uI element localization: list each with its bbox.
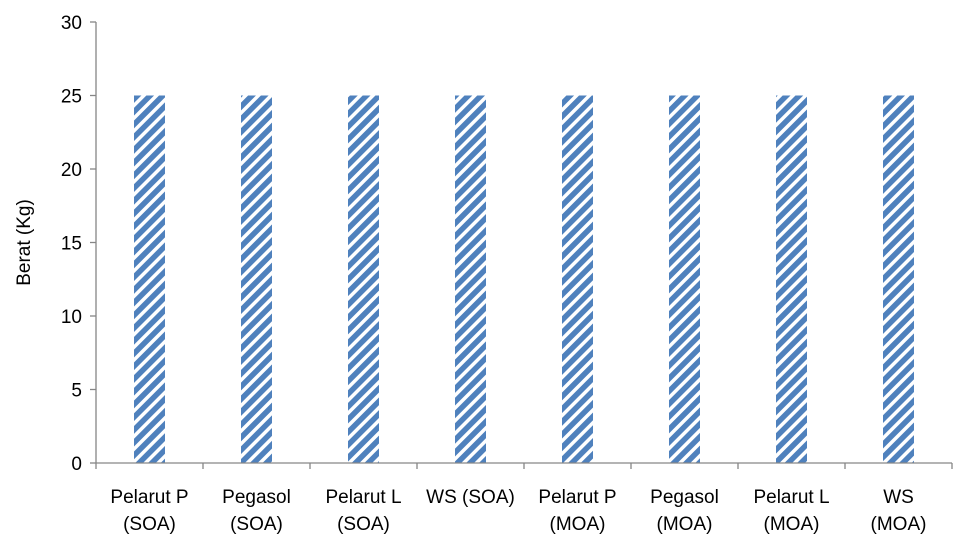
x-category-label: Pelarut L (MOA) <box>753 487 829 535</box>
x-category-label-line: Pelarut P <box>538 487 616 508</box>
x-category-label: WS (SOA) <box>426 487 515 508</box>
x-category-label-line: (MOA) <box>657 514 713 535</box>
x-category-label-line: (SOA) <box>123 514 176 535</box>
y-tick-label: 15 <box>61 234 82 255</box>
y-axis-tick-labels: 0 5 10 15 20 25 30 <box>61 13 82 475</box>
x-category-label-line: (MOA) <box>764 514 820 535</box>
bars <box>134 95 914 463</box>
y-tick-label: 20 <box>61 160 82 181</box>
y-axis-title: Berat (Kg) <box>14 199 35 286</box>
bar <box>776 95 807 463</box>
x-axis-category-labels: Pelarut P (SOA) Pegasol (SOA) Pelarut L (SOA)… <box>110 487 926 535</box>
x-axis-ticks <box>95 463 953 469</box>
bar <box>134 95 165 463</box>
bar <box>883 95 914 463</box>
x-category-label-line: Pegasol <box>222 487 291 508</box>
bar <box>669 95 700 463</box>
x-category-label-line: (SOA) <box>230 514 283 535</box>
y-tick-label: 10 <box>61 307 82 328</box>
x-category-label-line: WS <box>883 487 914 508</box>
x-category-label: Pelarut P (SOA) <box>110 487 188 535</box>
x-category-label-line: WS (SOA) <box>426 487 515 508</box>
y-tick-label: 5 <box>71 381 82 402</box>
x-category-label: Pelarut P (MOA) <box>538 487 616 535</box>
x-category-label: Pegasol (MOA) <box>650 487 719 535</box>
x-category-label-line: (MOA) <box>550 514 606 535</box>
x-category-label: Pegasol (SOA) <box>222 487 291 535</box>
y-tick-label: 30 <box>61 13 82 34</box>
x-category-label-line: (MOA) <box>871 514 927 535</box>
bar <box>455 95 486 463</box>
x-category-label: WS (MOA) <box>871 487 927 535</box>
x-category-label-line: Pelarut L <box>753 487 829 508</box>
x-category-label-line: Pelarut L <box>325 487 401 508</box>
y-tick-label: 25 <box>61 87 82 108</box>
x-category-label-line: (SOA) <box>337 514 390 535</box>
bar <box>241 95 272 463</box>
y-axis-ticks <box>90 21 96 464</box>
x-category-label: Pelarut L (SOA) <box>325 487 401 535</box>
y-tick-label: 0 <box>71 454 82 475</box>
bar <box>348 95 379 463</box>
bar <box>562 95 593 463</box>
x-category-label-line: Pegasol <box>650 487 719 508</box>
x-category-label-line: Pelarut P <box>110 487 188 508</box>
